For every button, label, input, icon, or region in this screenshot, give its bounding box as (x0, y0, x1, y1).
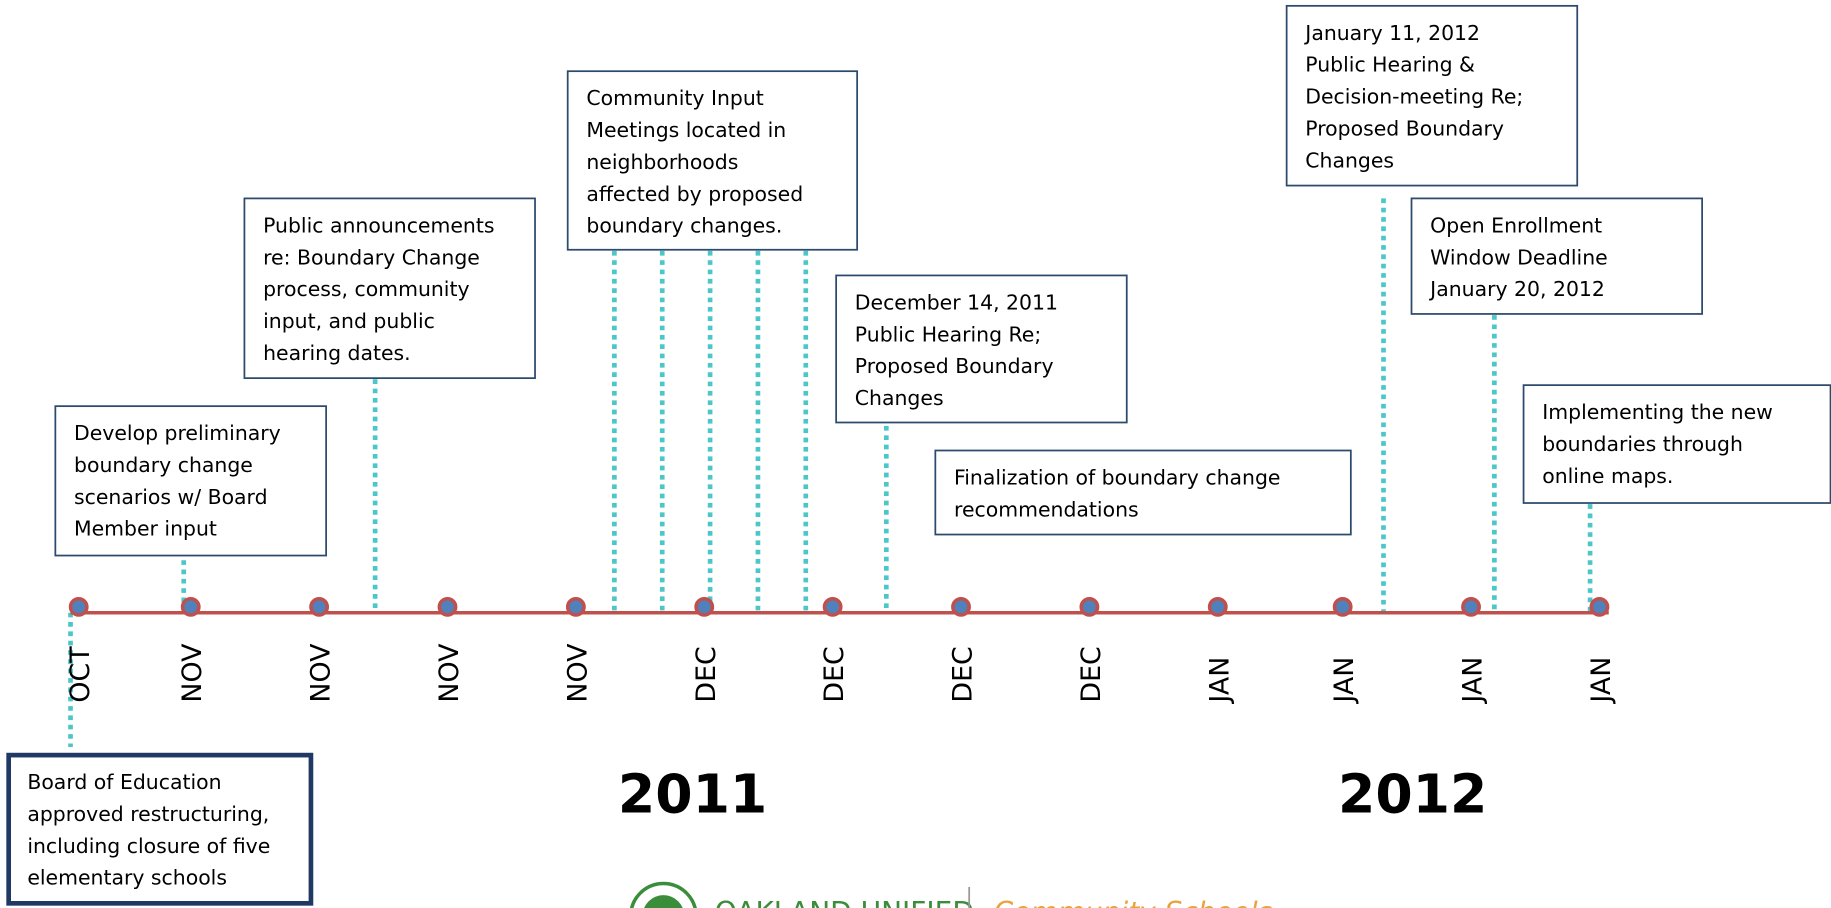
month-label: DEC (1076, 646, 1107, 702)
box-text: Public announcements (263, 213, 494, 237)
box-text: Develop preliminary (74, 421, 281, 445)
box-text: Finalization of boundary change (954, 466, 1280, 490)
timeline-dot (1079, 596, 1100, 617)
box-text: hearing dates. (263, 341, 411, 365)
month-label: JAN (1204, 657, 1235, 705)
box-text: January 11, 2012 (1303, 21, 1480, 45)
box-text: Proposed Boundary (1305, 116, 1504, 140)
box-text: approved restructuring, (27, 802, 269, 826)
box-text: recommendations (954, 497, 1139, 521)
box-text: affected by proposed (586, 182, 803, 206)
box-text: Community Input (586, 86, 763, 110)
timeline-dot (565, 596, 586, 617)
timeline-dot (694, 596, 715, 617)
text-box (566, 70, 859, 251)
month-label: NOV (177, 643, 208, 703)
timeline-dot (180, 596, 201, 617)
text-box (243, 197, 536, 380)
text-box (835, 274, 1128, 424)
box-text: neighborhoods (586, 150, 738, 174)
timeline-dot (1207, 596, 1228, 617)
logo-icon-inner (644, 895, 683, 908)
timeline-dot (1332, 596, 1353, 617)
box-text: January 20, 2012 (1428, 277, 1605, 301)
month-label: JAN (1586, 657, 1617, 705)
month-label: JAN (1458, 657, 1489, 705)
year-label: 2012 (1338, 762, 1487, 825)
box-text: boundaries through (1542, 432, 1743, 456)
text-box (1522, 384, 1831, 504)
month-label: DEC (819, 646, 850, 702)
month-label: JAN (1329, 657, 1360, 705)
timeline-dot (1461, 596, 1481, 617)
box-text: Public Hearing & (1305, 53, 1475, 77)
box-text: December 14, 2011 (855, 290, 1058, 314)
logo-text: OAKLAND UNIFIED (715, 896, 974, 908)
logo-icon (629, 881, 697, 908)
box-text: Decision-meeting Re; (1305, 85, 1523, 109)
box-text: re: Boundary Change (263, 245, 480, 269)
box-text: Board of Education (27, 770, 221, 794)
text-box (1285, 4, 1579, 187)
box-text: Member input (74, 517, 217, 541)
timeline-dot (68, 596, 89, 617)
box-text: including closure of five (27, 834, 270, 858)
box-text: Meetings located in (586, 118, 786, 142)
month-label: NOV (562, 643, 593, 703)
month-label: DEC (691, 646, 722, 702)
timeline-dot (822, 596, 843, 617)
box-text: Implementing the new (1542, 400, 1773, 424)
text-box (54, 405, 327, 557)
timeline-dot (1589, 596, 1610, 617)
box-text: boundary change (74, 453, 253, 477)
tagline: Community Schools (994, 896, 1273, 908)
text-box (1410, 197, 1703, 315)
text-box (934, 449, 1352, 536)
box-text: Changes (1305, 148, 1394, 172)
box-text: boundary changes. (586, 214, 782, 238)
box-text: scenarios w/ Board (74, 485, 268, 509)
month-label: OCT (65, 646, 96, 703)
box-text: Public Hearing Re; (855, 322, 1041, 346)
box-text: Open Enrollment (1430, 213, 1602, 237)
box-text: input, and public (263, 309, 435, 333)
box-text: online maps. (1542, 464, 1673, 488)
timeline-dot (437, 596, 458, 617)
timeline-dot (951, 596, 971, 617)
month-label: NOV (306, 643, 337, 703)
month-label: NOV (434, 643, 465, 703)
box-text: process, community (263, 277, 469, 301)
box-text: Window Deadline (1430, 245, 1608, 269)
box-text: Proposed Boundary (855, 354, 1054, 378)
box-text: elementary schools (27, 866, 227, 890)
box-text: Changes (855, 386, 944, 410)
year-label: 2011 (618, 762, 767, 825)
timeline-dot (309, 596, 330, 617)
month-label: DEC (948, 646, 979, 702)
text-box (6, 752, 314, 906)
